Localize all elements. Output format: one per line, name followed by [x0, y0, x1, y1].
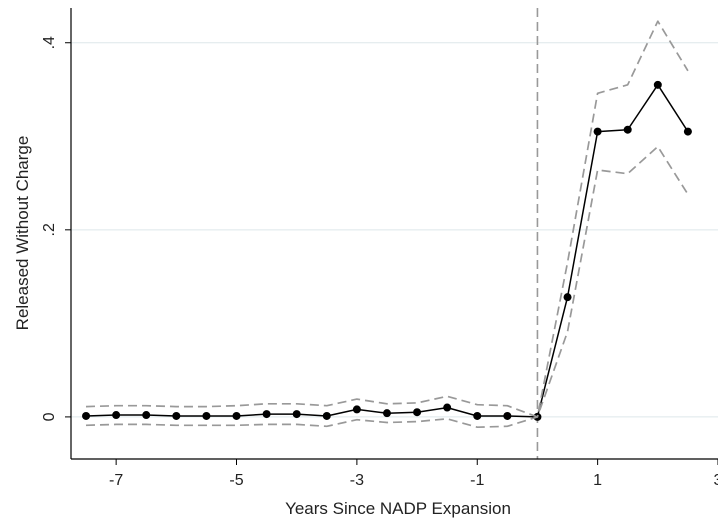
axes — [65, 8, 718, 465]
data-point — [112, 411, 121, 420]
data-point — [352, 405, 361, 414]
data-point — [563, 293, 572, 302]
x-tick-label: -5 — [229, 472, 243, 489]
y-axis-title: Released Without Charge — [13, 136, 32, 331]
data-point — [473, 411, 482, 420]
data-point — [322, 411, 331, 420]
x-tick-label: -7 — [109, 472, 123, 489]
y-tick-label: .2 — [41, 223, 58, 236]
gridlines — [71, 42, 718, 418]
data-point — [413, 408, 422, 417]
series-line-lower_ci — [85, 145, 689, 429]
data-point — [82, 411, 91, 420]
x-tick-label: -3 — [350, 472, 364, 489]
y-tick-label: 0 — [41, 412, 58, 421]
data-point — [232, 411, 241, 420]
data-point — [683, 127, 692, 136]
data-point — [503, 411, 512, 420]
y-tick-label: .4 — [41, 36, 58, 49]
data-point — [653, 80, 662, 89]
data-point — [593, 127, 602, 136]
data-point — [172, 411, 181, 420]
series-group — [82, 20, 692, 429]
x-tick-label: -1 — [470, 472, 484, 489]
data-point — [292, 410, 301, 419]
data-point — [382, 409, 391, 418]
data-point — [202, 411, 211, 420]
tick-labels: -7 -5 -3 -1 1 3 0 .2 .4 — [41, 36, 718, 489]
x-tick-label: 1 — [593, 472, 602, 489]
data-point — [142, 411, 151, 420]
x-axis-title: Years Since NADP Expansion — [285, 499, 511, 518]
x-tick-label: 3 — [714, 472, 718, 489]
data-point — [262, 410, 271, 419]
series-line-upper_ci — [85, 20, 689, 418]
data-point — [623, 125, 632, 134]
data-point — [443, 403, 452, 412]
